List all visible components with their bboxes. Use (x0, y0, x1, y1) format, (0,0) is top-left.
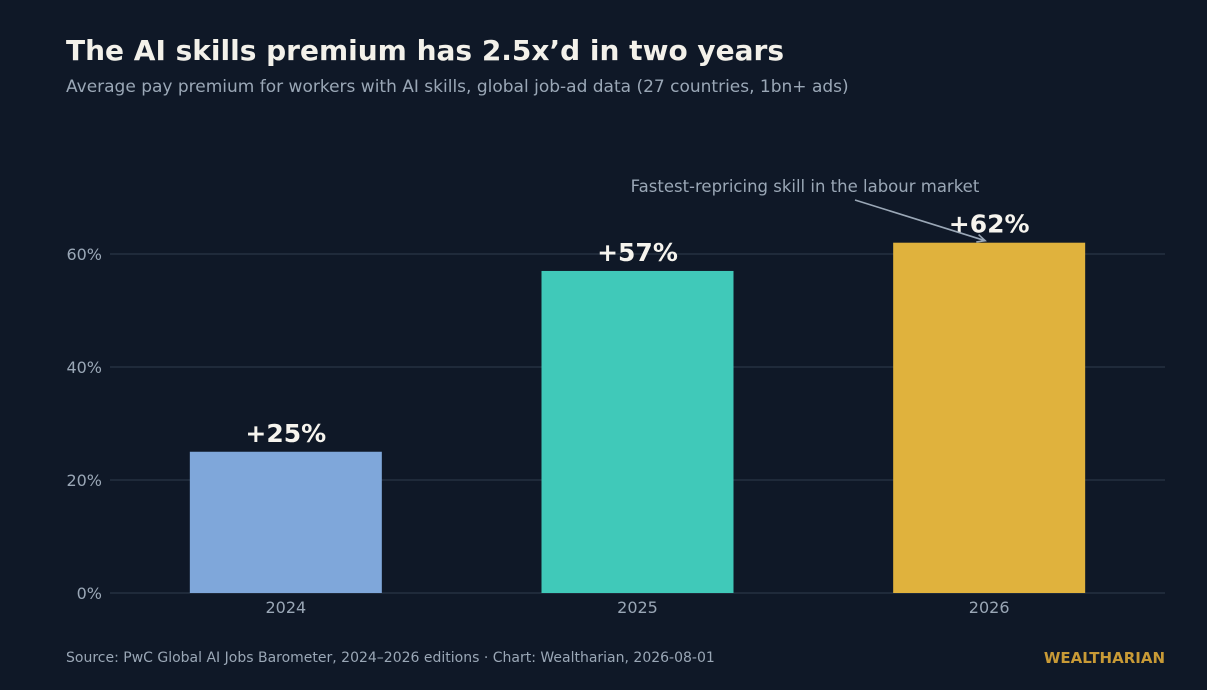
bar-2024 (189, 451, 382, 593)
chart-title: The AI skills premium has 2.5x’d in two … (66, 34, 785, 67)
brand-logo: WEALTHARIAN (1043, 649, 1165, 667)
annotation-arrow (854, 199, 986, 242)
data-label-2026: +62% (949, 210, 1030, 239)
chart-subtitle: Average pay premium for workers with AI … (66, 77, 849, 97)
x-tick-label-2024: 2024 (265, 598, 306, 617)
source-note: Source: PwC Global AI Jobs Barometer, 20… (66, 650, 715, 666)
x-tick-label-2026: 2026 (969, 598, 1010, 617)
x-tick-label-2025: 2025 (617, 598, 658, 617)
data-label-2024: +25% (245, 419, 326, 448)
annotation-arrowhead (976, 233, 987, 243)
y-tick-label: 60% (66, 245, 102, 264)
y-tick-label: 0% (77, 584, 102, 603)
y-tick-label: 40% (66, 358, 102, 377)
bar-2025 (541, 270, 734, 593)
bar-2026 (893, 242, 1086, 593)
annotation-text: Fastest-repricing skill in the labour ma… (631, 177, 980, 196)
data-label-2025: +57% (597, 238, 678, 267)
y-tick-label: 20% (66, 471, 102, 490)
